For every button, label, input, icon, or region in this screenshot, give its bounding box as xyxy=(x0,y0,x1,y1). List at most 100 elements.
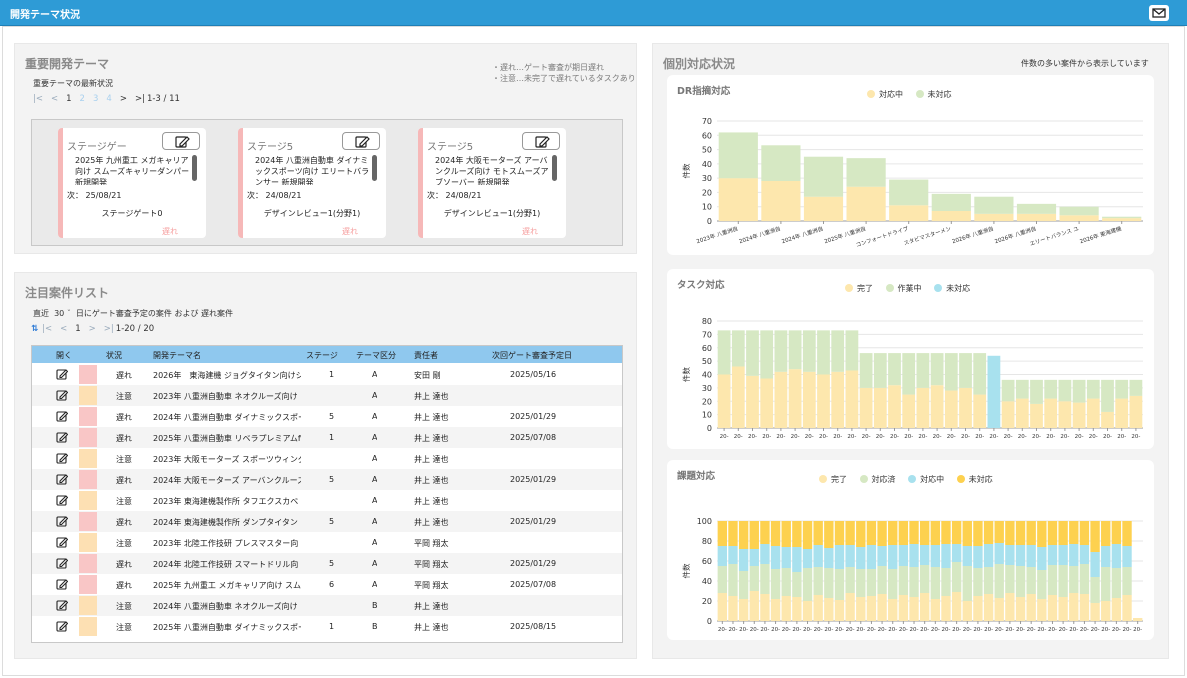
x-tick-label: 20- xyxy=(952,627,961,633)
mail-button[interactable] xyxy=(1149,5,1169,21)
bar-segment xyxy=(717,521,728,546)
bar-segment xyxy=(788,369,802,428)
edit-icon[interactable] xyxy=(56,578,68,590)
table-row[interactable]: 注意 2023年 北陸工作技研 プレスマスター向 A 平岡 翔太 xyxy=(32,532,622,553)
cell-theme-name: 2025年 九州重工 メガキャリア向け スム xyxy=(153,581,301,590)
pager-next[interactable]: > xyxy=(88,324,96,334)
x-tick-label: 20- xyxy=(989,434,998,440)
table-row[interactable]: 遅れ 2024年 八重洲自動車 ダイナミックスポー 5 A 井上 達也 2025/01/2… xyxy=(32,406,622,427)
edit-icon[interactable] xyxy=(56,389,68,401)
card-next-date: 24/08/21 xyxy=(265,191,302,200)
bar-segment xyxy=(738,521,749,549)
cell-owner: 平岡 翔太 xyxy=(414,581,449,590)
x-tick-label: 20- xyxy=(782,627,791,633)
table-row[interactable]: 遅れ 2024年 東海建機製作所 ダンプタイタン 5 A 井上 達也 2025/01/29 xyxy=(32,511,622,532)
task-chart-title: タスク対応 xyxy=(677,280,725,291)
card-scrollbar[interactable] xyxy=(192,155,197,181)
cell-theme-name: 2024年 北陸工作技研 スマートドリル向 xyxy=(153,560,299,569)
pager-page-4[interactable]: 4 xyxy=(106,94,112,104)
edit-icon[interactable] xyxy=(56,368,68,380)
bar-segment xyxy=(1079,545,1090,564)
edit-icon[interactable] xyxy=(56,431,68,443)
table-row[interactable]: 遅れ 2024年 大阪モーターズ アーバンクルーズ向 5 A 井上 達也 2025/01/… xyxy=(32,469,622,490)
edit-icon[interactable] xyxy=(56,452,68,464)
pager-next[interactable]: > xyxy=(119,94,127,104)
edit-icon[interactable] xyxy=(56,536,68,548)
cell-owner: 平岡 翔太 xyxy=(414,560,449,569)
x-tick-label: 20- xyxy=(876,434,885,440)
col-open[interactable]: 開く xyxy=(56,351,72,360)
bar-segment xyxy=(919,545,930,565)
cell-stage: 1 xyxy=(329,433,335,442)
table-row[interactable]: 遅れ 2025年 九州重工 メガキャリア向け スム 6 A 平岡 翔太 2025/07/0… xyxy=(32,574,622,595)
bar-segment xyxy=(781,568,791,596)
bar-segment xyxy=(813,567,823,595)
pager-first[interactable]: |< xyxy=(42,324,53,334)
edit-icon[interactable] xyxy=(56,473,68,485)
col-category[interactable]: テーマ区分 xyxy=(356,351,396,360)
table-row[interactable]: 注意 2023年 東海建機製作所 タフエクスカベ A 井上 達也 xyxy=(32,490,622,511)
pager-prev[interactable]: < xyxy=(60,324,68,334)
x-tick-label: 20- xyxy=(760,627,769,633)
edit-icon[interactable] xyxy=(56,410,68,422)
legend-item: 完了 xyxy=(819,475,847,484)
cell-category: B xyxy=(372,622,378,631)
status-swatch xyxy=(79,428,97,447)
x-tick-label: 20- xyxy=(941,627,950,633)
col-next-gate-date[interactable]: 次回ゲート審査予定日 xyxy=(492,351,572,360)
edit-icon[interactable] xyxy=(56,620,68,632)
cell-category: A xyxy=(372,496,378,505)
legend-label: 完了 xyxy=(831,475,847,484)
bar-segment xyxy=(916,387,930,428)
pager-page[interactable]: 1 xyxy=(75,324,81,334)
filter-days-select[interactable]: 30 ˇ xyxy=(54,309,71,318)
pager-last[interactable]: >| xyxy=(134,94,145,104)
table-row[interactable]: 注意 2025年 八重洲自動車 ダイナミックスポー 1 B 井上 達也 2025/08/1… xyxy=(32,616,622,637)
cell-theme-name: 2024年 八重洲自動車 ネオクルーズ向け xyxy=(153,602,298,611)
bar-segment xyxy=(866,569,877,596)
pager-prev[interactable]: < xyxy=(51,94,59,104)
edit-icon[interactable] xyxy=(56,515,68,527)
legend-label: 完了 xyxy=(857,284,873,293)
edit-icon[interactable] xyxy=(56,599,68,611)
pager-page-1[interactable]: 1 xyxy=(66,94,72,104)
x-tick-label: 20- xyxy=(762,434,771,440)
edit-button[interactable] xyxy=(342,132,380,150)
card-next-event: ステージゲート0 xyxy=(101,209,163,218)
table-row[interactable]: 遅れ 2024年 北陸工作技研 スマートドリル向 5 A 平岡 翔太 2025/01/29 xyxy=(32,553,622,574)
bar-segment xyxy=(717,593,728,621)
bar-segment xyxy=(817,374,830,428)
x-tick-label: 20- xyxy=(1027,627,1036,633)
card-scrollbar[interactable] xyxy=(552,155,557,181)
pager-page-3[interactable]: 3 xyxy=(92,94,99,104)
edit-button[interactable] xyxy=(162,132,200,150)
theme-card: ステージゲー 2025年 九州重工 メガキャリア向け スムーズキャリーダンパー … xyxy=(58,128,206,238)
edit-icon[interactable] xyxy=(56,557,68,569)
bar-segment xyxy=(1101,521,1111,546)
x-tick-label: 20- xyxy=(1032,434,1041,440)
y-tick-label: 40 xyxy=(702,371,712,380)
pager-page-2[interactable]: 2 xyxy=(79,94,85,104)
table-row[interactable]: 注意 2023年 八重洲自動車 ネオクルーズ向け A 井上 達也 xyxy=(32,385,622,406)
table-row[interactable]: 注意 2023年 大阪モーターズ スポーツウィング向 A 井上 達也 xyxy=(32,448,622,469)
cell-next-gate-date: 2025/07/08 xyxy=(510,580,557,589)
table-row[interactable]: 遅れ 2025年 八重洲自動車 リベラプレミアムff 1 A 井上 達也 2025/07/… xyxy=(32,427,622,448)
col-theme-name[interactable]: 開発テーマ名 xyxy=(153,351,201,360)
col-stage[interactable]: ステージ xyxy=(306,351,338,360)
col-owner[interactable]: 責任者 xyxy=(414,351,438,360)
pager-last[interactable]: >| xyxy=(103,324,114,334)
edit-button[interactable] xyxy=(522,132,560,150)
card-next-event: デザインレビュー1(分野1) xyxy=(263,209,361,218)
pager-first[interactable]: |< xyxy=(33,94,43,104)
sort-icon[interactable]: ⇅ xyxy=(31,324,39,334)
table-row[interactable]: 注意 2024年 八重洲自動車 ネオクルーズ向け B 井上 達也 xyxy=(32,595,622,616)
table-row[interactable]: 遅れ 2026年 東海建機 ジョグタイタン向けシ 1 A 安田 剛 2025/05/16 xyxy=(32,364,622,385)
bar-segment xyxy=(931,193,971,211)
x-tick-label: 20- xyxy=(1080,627,1089,633)
edit-icon[interactable] xyxy=(56,494,68,506)
x-tick-label: 20- xyxy=(814,627,823,633)
col-status[interactable]: 状況 xyxy=(106,351,122,360)
bar-segment xyxy=(1030,379,1043,404)
bar-segment xyxy=(731,366,745,428)
card-scrollbar[interactable] xyxy=(372,155,377,181)
